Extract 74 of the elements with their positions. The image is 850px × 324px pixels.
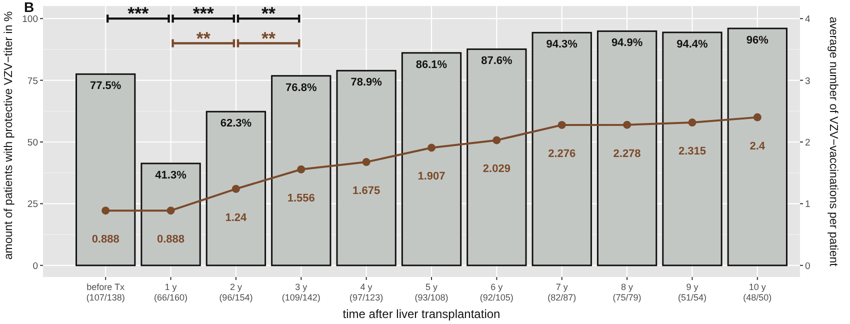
data-label: 1.556 — [287, 192, 315, 204]
x-tick-label: 9 y (51/54) — [678, 282, 706, 302]
data-label: 2.315 — [678, 146, 706, 158]
point — [297, 165, 306, 174]
data-label: 76.8% — [286, 82, 317, 94]
bar — [727, 28, 788, 266]
bar — [76, 73, 136, 266]
point — [232, 184, 240, 193]
x-tick-label: 7 y (82/87) — [548, 282, 576, 302]
data-label: 86.1% — [416, 58, 448, 71]
bar — [532, 32, 592, 266]
bar — [206, 110, 266, 266]
data-label: 1.907 — [418, 170, 446, 183]
data-label: 2.029 — [482, 163, 510, 176]
x-tick-label: 5 y (93/108) — [414, 282, 448, 302]
point — [362, 158, 370, 166]
y2-tick-label: 3 — [805, 76, 810, 87]
bar — [140, 162, 201, 266]
y-tick-label: 25 — [27, 199, 38, 210]
x-tick-label: 8 y (75/79) — [612, 282, 642, 302]
y2-tick-label: 4 — [805, 14, 810, 26]
x-axis-title: time after liver transplantation — [342, 307, 500, 321]
data-label: 2.276 — [548, 148, 576, 160]
y2-tick-label: 1 — [805, 199, 810, 210]
y2-tick-label: 2 — [805, 137, 810, 148]
data-label: 0.888 — [92, 234, 120, 246]
y-tick-label: 50 — [27, 137, 38, 148]
data-label: 2.4 — [750, 140, 766, 152]
data-label: 0.888 — [157, 234, 185, 246]
point — [428, 144, 436, 152]
data-label: 94.9% — [611, 37, 643, 50]
y-tick-label: 0 — [32, 260, 38, 272]
data-label: 78.9% — [350, 76, 382, 89]
annotation: *** — [192, 4, 214, 24]
bar — [596, 30, 658, 266]
data-label: 1.24 — [225, 212, 248, 224]
chart-title: B — [24, 0, 34, 15]
point — [492, 136, 501, 144]
x-tick-label: 6 y (92/105) — [480, 282, 514, 302]
bar — [336, 70, 396, 266]
y2-axis-title: average number of VZV−vaccinations per patient — [827, 16, 839, 268]
data-label: 87.6% — [481, 55, 512, 68]
y-tick-label: 75 — [27, 76, 38, 87]
point — [623, 120, 632, 129]
annotation: *** — [128, 4, 149, 24]
annotation: ** — [196, 28, 210, 48]
data-label: 62.3% — [220, 118, 252, 130]
annotation: ** — [262, 28, 276, 48]
data-label: 96% — [746, 34, 769, 46]
x-tick-label: before Tx (107/138) — [86, 282, 126, 302]
x-tick-label: 2 y (96/154) — [219, 282, 253, 302]
x-tick-label: 10 y (48/50) — [743, 282, 772, 302]
data-label: 94.4% — [676, 38, 708, 50]
bar — [271, 75, 332, 266]
bar — [466, 48, 527, 266]
point — [558, 120, 566, 129]
x-tick-label: 1 y (66/160) — [154, 282, 188, 302]
point — [688, 118, 696, 127]
bar — [662, 32, 722, 266]
data-label: 77.5% — [90, 80, 122, 92]
point — [166, 206, 175, 215]
data-label: 41.3% — [155, 169, 187, 182]
point — [753, 113, 762, 122]
bar — [401, 52, 462, 266]
y-tick-label: 100 — [22, 14, 38, 26]
data-label: 1.675 — [352, 185, 380, 198]
point — [102, 206, 110, 215]
y-axis-title: amount of patients with protective VZV−titer in % — [3, 11, 15, 260]
annotation: ** — [262, 4, 276, 24]
data-label: 2.278 — [613, 148, 641, 160]
data-label: 94.3% — [546, 38, 578, 51]
x-tick-label: 3 y (109/142) — [282, 282, 320, 302]
y2-tick-label: 0 — [805, 260, 810, 272]
x-tick-label: 4 y (97/123) — [350, 282, 384, 302]
